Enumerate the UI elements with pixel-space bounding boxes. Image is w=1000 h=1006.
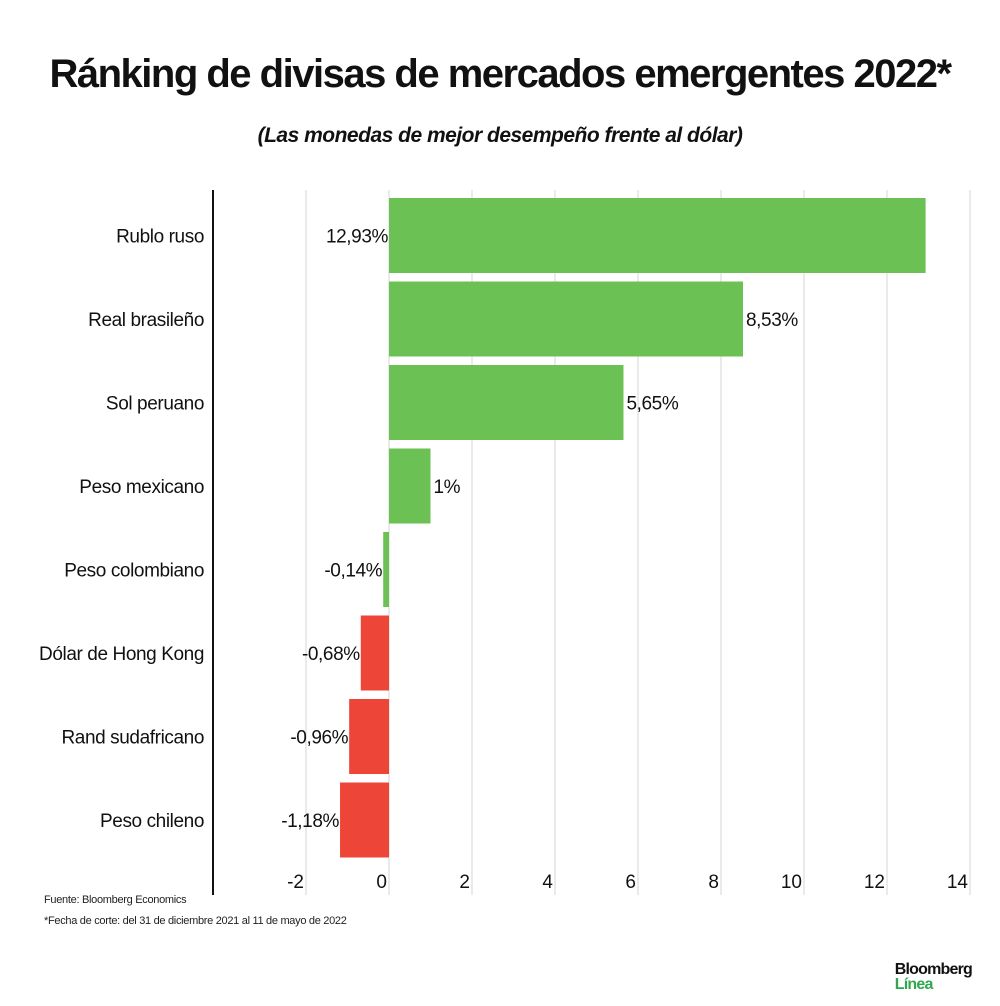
data-label: -0,96%: [290, 728, 348, 749]
category-label: Rand sudafricano: [61, 728, 204, 749]
bar: [349, 699, 389, 774]
bar: [389, 198, 926, 273]
chart-title: Ránking de divisas de mercados emergente…: [49, 52, 952, 96]
source-note: Fuente: Bloomberg Economics: [44, 894, 187, 906]
data-label: 8,53%: [746, 310, 798, 331]
data-label: -1,18%: [281, 811, 339, 832]
data-label: -0,68%: [302, 644, 360, 665]
category-label: Sol peruano: [106, 394, 204, 415]
x-tick-label: 6: [625, 872, 636, 893]
x-tick-label: 8: [708, 872, 719, 893]
data-label: -0,14%: [324, 561, 382, 582]
x-tick-label: 12: [864, 872, 885, 893]
x-tick-label: 10: [781, 872, 802, 893]
x-tick-label: 0: [376, 872, 387, 893]
bar: [360, 615, 389, 691]
category-label: Peso colombiano: [64, 561, 204, 582]
category-label: Real brasileño: [88, 310, 204, 331]
x-tick-label: 14: [947, 872, 969, 893]
bar: [389, 448, 431, 524]
logo-line-2: Línea: [894, 976, 934, 993]
bar: [389, 365, 624, 440]
category-label: Peso mexicano: [79, 477, 204, 498]
bars: [340, 198, 926, 858]
x-tick-label: 2: [459, 872, 470, 893]
category-label: Rublo ruso: [116, 227, 204, 248]
data-label: 5,65%: [626, 394, 678, 415]
chart-subtitle: (Las monedas de mejor desempeño frente a…: [257, 124, 743, 147]
category-label: Peso chileno: [100, 811, 204, 832]
bar: [340, 782, 389, 858]
category-label: Dólar de Hong Kong: [39, 644, 204, 665]
x-tick-label: 4: [542, 872, 553, 893]
data-label: 1%: [434, 477, 461, 498]
bloomberg-linea-logo: Bloomberg Línea: [894, 961, 973, 993]
bar: [383, 532, 389, 607]
labels: -2 0 2 4 6 8 10 12 14 Rublo ruso 12,93% Real brasil…: [39, 227, 968, 894]
x-tick-label: -2: [287, 872, 304, 893]
data-label: 12,93%: [326, 227, 389, 248]
cutoff-note: *Fecha de corte: del 31 de diciembre 202…: [44, 915, 347, 927]
logo-line-1: Bloomberg: [894, 961, 973, 978]
bar: [389, 281, 743, 357]
